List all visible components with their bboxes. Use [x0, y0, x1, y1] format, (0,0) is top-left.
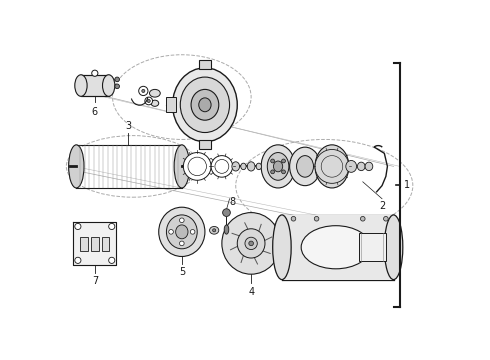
Ellipse shape	[180, 77, 229, 132]
Circle shape	[270, 170, 274, 174]
Ellipse shape	[384, 216, 388, 221]
Ellipse shape	[315, 149, 349, 183]
Bar	[282, 215, 393, 280]
Bar	[199, 60, 211, 69]
Ellipse shape	[291, 216, 296, 221]
Bar	[199, 140, 211, 149]
Circle shape	[169, 230, 173, 234]
Ellipse shape	[290, 147, 320, 186]
Ellipse shape	[357, 162, 365, 171]
Circle shape	[190, 230, 195, 234]
Ellipse shape	[314, 216, 319, 221]
Ellipse shape	[159, 207, 205, 256]
Ellipse shape	[384, 215, 403, 280]
Text: 3: 3	[125, 121, 131, 131]
Ellipse shape	[249, 241, 253, 246]
Polygon shape	[74, 222, 117, 265]
Ellipse shape	[215, 159, 229, 173]
Text: 4: 4	[248, 287, 254, 297]
Bar	[359, 233, 386, 261]
Ellipse shape	[151, 100, 159, 106]
Ellipse shape	[115, 77, 120, 82]
Text: 6: 6	[92, 107, 98, 117]
Ellipse shape	[361, 216, 365, 221]
Ellipse shape	[145, 97, 152, 105]
Ellipse shape	[188, 157, 206, 176]
Text: 2: 2	[379, 201, 385, 211]
Ellipse shape	[174, 145, 190, 188]
Ellipse shape	[139, 86, 148, 95]
Ellipse shape	[92, 70, 98, 76]
Circle shape	[109, 257, 115, 264]
Circle shape	[109, 223, 115, 230]
Ellipse shape	[261, 145, 295, 188]
Ellipse shape	[213, 229, 216, 232]
Ellipse shape	[115, 84, 120, 89]
Ellipse shape	[149, 89, 160, 97]
Ellipse shape	[211, 156, 233, 177]
Ellipse shape	[268, 153, 289, 180]
Text: 1: 1	[404, 180, 410, 190]
Ellipse shape	[232, 162, 240, 171]
Ellipse shape	[183, 153, 211, 180]
Bar	[80, 237, 88, 251]
Circle shape	[282, 159, 286, 163]
Circle shape	[75, 223, 81, 230]
Ellipse shape	[241, 163, 246, 170]
Ellipse shape	[172, 68, 237, 142]
Ellipse shape	[237, 229, 265, 258]
Ellipse shape	[273, 161, 283, 172]
Bar	[102, 237, 109, 251]
Ellipse shape	[273, 215, 291, 280]
Bar	[167, 97, 175, 112]
Ellipse shape	[315, 145, 349, 188]
Ellipse shape	[147, 99, 150, 103]
Circle shape	[282, 170, 286, 174]
Ellipse shape	[176, 225, 188, 239]
Ellipse shape	[296, 156, 314, 177]
Circle shape	[179, 218, 184, 222]
Ellipse shape	[222, 213, 280, 274]
Ellipse shape	[301, 226, 370, 269]
Bar	[81, 75, 109, 96]
Ellipse shape	[224, 225, 229, 234]
Text: 8: 8	[230, 197, 236, 207]
Ellipse shape	[245, 237, 257, 249]
Ellipse shape	[191, 89, 219, 120]
Ellipse shape	[321, 156, 343, 177]
Circle shape	[179, 241, 184, 246]
Ellipse shape	[210, 226, 219, 234]
Ellipse shape	[222, 209, 230, 216]
Bar	[91, 237, 98, 251]
Ellipse shape	[256, 163, 262, 170]
Circle shape	[270, 159, 274, 163]
Ellipse shape	[199, 98, 211, 112]
Ellipse shape	[102, 75, 115, 96]
Ellipse shape	[365, 162, 373, 171]
Ellipse shape	[247, 162, 255, 171]
Ellipse shape	[69, 145, 84, 188]
Ellipse shape	[346, 161, 357, 172]
Ellipse shape	[142, 89, 145, 93]
Text: 7: 7	[92, 276, 98, 286]
Text: 5: 5	[179, 267, 185, 277]
Ellipse shape	[75, 75, 87, 96]
Ellipse shape	[167, 215, 197, 249]
Circle shape	[75, 257, 81, 264]
